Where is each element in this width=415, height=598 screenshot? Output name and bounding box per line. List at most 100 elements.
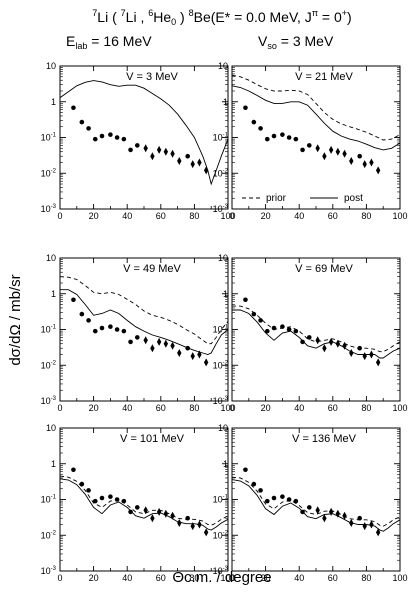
- y-tick-label: 10-2: [41, 360, 57, 370]
- tick-label-exponent: -3: [51, 566, 57, 572]
- data-point: [170, 149, 175, 158]
- data-point: [150, 514, 155, 523]
- data-point: [203, 166, 209, 175]
- data-point: [121, 498, 127, 504]
- data-point: [177, 349, 182, 358]
- data-point: [369, 350, 374, 359]
- data-point: [177, 519, 182, 528]
- data-point: [170, 511, 175, 520]
- data-point: [342, 149, 347, 158]
- data-point: [190, 522, 195, 531]
- data-point: [121, 136, 127, 142]
- plot-area: [232, 297, 400, 367]
- y-tick-label: 10-1: [213, 325, 229, 335]
- y-tick-label: 10-1: [41, 133, 57, 143]
- series-line-post: [60, 289, 228, 355]
- y-axis-label: dσ/dΩ / mb/sr: [7, 274, 24, 365]
- data-point: [170, 341, 175, 350]
- y-tick-label: 1: [51, 97, 56, 107]
- y-tick-label: 10-3: [213, 204, 229, 214]
- series-line-post: [60, 80, 228, 186]
- data-point: [357, 153, 362, 159]
- y-tick-label: 10-1: [41, 495, 57, 505]
- data-point: [99, 133, 105, 139]
- data-point: [300, 147, 305, 153]
- data-point: [328, 337, 334, 346]
- tick-label-base: 10: [213, 325, 223, 335]
- title-text: = 3 MeV: [277, 33, 334, 49]
- tick-label-exponent: -1: [223, 325, 229, 331]
- data-point: [92, 136, 98, 142]
- y-tick-label: 10: [46, 61, 56, 71]
- y-tick-label: 10-3: [213, 396, 229, 406]
- data-point: [258, 318, 263, 323]
- data-point: [185, 345, 190, 351]
- plot-area: [60, 80, 228, 186]
- y-tick-label: 10-2: [41, 530, 57, 540]
- x-tick-label: 80: [361, 403, 371, 413]
- data-point: [121, 328, 127, 334]
- y-tick-label: 10-1: [213, 133, 229, 143]
- tick-label-base: 10: [41, 325, 51, 335]
- tick-label-exponent: -3: [51, 204, 57, 210]
- data-point: [143, 144, 148, 153]
- tick-label-exponent: -3: [51, 396, 57, 402]
- y-tick-label: 1: [223, 459, 228, 469]
- x-tick-label: 80: [189, 403, 199, 413]
- data-point: [203, 528, 209, 537]
- data-point: [92, 328, 98, 334]
- x-tick-label: 80: [361, 211, 371, 221]
- legend-label-prior: prior: [266, 193, 287, 204]
- data-point: [114, 497, 120, 502]
- title-sub: 0: [171, 17, 176, 27]
- data-point: [300, 339, 305, 345]
- data-point: [128, 509, 133, 515]
- plot-area: [232, 467, 400, 537]
- y-tick-label: 10-3: [41, 204, 57, 214]
- panel-label: V = 21 MeV: [295, 71, 353, 83]
- data-point: [306, 143, 312, 148]
- title-text: = 16 MeV: [87, 33, 152, 49]
- data-point: [177, 157, 182, 166]
- x-tick-label: 100: [392, 403, 407, 413]
- data-point: [71, 105, 76, 111]
- series-line-post: [60, 478, 228, 531]
- data-point: [293, 136, 299, 142]
- data-point: [108, 132, 113, 137]
- data-point: [306, 335, 312, 340]
- data-point: [150, 152, 155, 161]
- x-tick-label: 100: [392, 573, 407, 583]
- data-point: [335, 339, 341, 348]
- tick-label-exponent: -2: [223, 530, 229, 536]
- tick-label-exponent: -2: [51, 530, 57, 536]
- data-point: [251, 311, 257, 317]
- data-point: [185, 153, 190, 159]
- title-text: E: [66, 33, 75, 49]
- data-point: [342, 341, 347, 350]
- x-tick-label: 60: [156, 573, 166, 583]
- y-tick-label: 10: [46, 423, 56, 433]
- title-text: V: [258, 33, 268, 49]
- x-tick-label: 40: [294, 211, 304, 221]
- title-text: He: [153, 9, 171, 25]
- x-tick-label: 0: [57, 403, 62, 413]
- data-point: [197, 158, 202, 167]
- data-point: [243, 105, 248, 111]
- x-tick-label: 40: [122, 211, 132, 221]
- title-sup: 7: [121, 8, 126, 18]
- panel-label: V = 101 MeV: [120, 433, 185, 445]
- x-tick-label: 0: [57, 573, 62, 583]
- data-point: [271, 495, 277, 501]
- tick-label-base: 10: [213, 133, 223, 143]
- y-tick-label: 10-2: [213, 360, 229, 370]
- data-point: [280, 132, 285, 137]
- x-tick-label: 100: [392, 211, 407, 221]
- tick-label-base: 10: [41, 204, 51, 214]
- x-tick-label: 80: [189, 573, 199, 583]
- data-point: [362, 352, 367, 361]
- title-text: Be(E* = 0.0 MeV, J: [194, 9, 312, 25]
